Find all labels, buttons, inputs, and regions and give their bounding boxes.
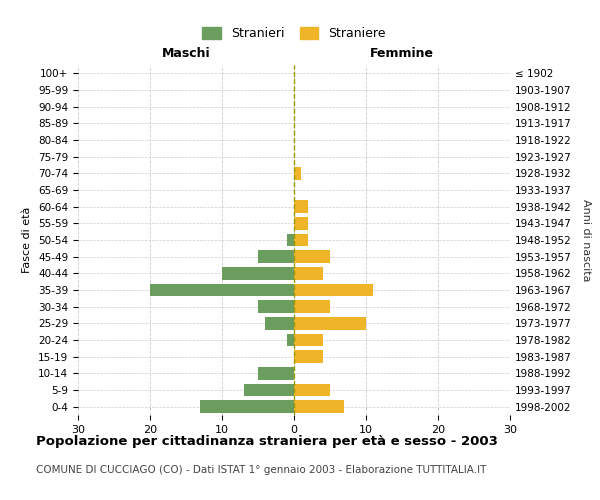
Bar xyxy=(258,367,294,380)
Bar xyxy=(294,250,330,263)
Text: COMUNE DI CUCCIAGO (CO) - Dati ISTAT 1° gennaio 2003 - Elaborazione TUTTITALIA.I: COMUNE DI CUCCIAGO (CO) - Dati ISTAT 1° … xyxy=(36,465,487,475)
Bar xyxy=(294,267,323,280)
Bar xyxy=(294,300,330,313)
Bar xyxy=(294,334,323,346)
Bar xyxy=(294,284,373,296)
Text: Popolazione per cittadinanza straniera per età e sesso - 2003: Popolazione per cittadinanza straniera p… xyxy=(36,435,498,448)
Text: Femmine: Femmine xyxy=(370,47,434,60)
Bar xyxy=(294,400,344,413)
Y-axis label: Fasce di età: Fasce di età xyxy=(22,207,32,273)
Bar xyxy=(294,350,323,363)
Bar xyxy=(294,384,330,396)
Bar xyxy=(294,234,308,246)
Y-axis label: Anni di nascita: Anni di nascita xyxy=(581,198,591,281)
Bar xyxy=(294,217,308,230)
Bar xyxy=(244,384,294,396)
Text: Maschi: Maschi xyxy=(161,47,211,60)
Bar xyxy=(294,317,366,330)
Bar xyxy=(265,317,294,330)
Bar xyxy=(200,400,294,413)
Bar xyxy=(222,267,294,280)
Bar xyxy=(150,284,294,296)
Legend: Stranieri, Straniere: Stranieri, Straniere xyxy=(197,22,391,45)
Bar xyxy=(258,250,294,263)
Bar xyxy=(294,200,308,213)
Bar xyxy=(287,234,294,246)
Bar xyxy=(258,300,294,313)
Bar xyxy=(294,167,301,179)
Bar xyxy=(287,334,294,346)
